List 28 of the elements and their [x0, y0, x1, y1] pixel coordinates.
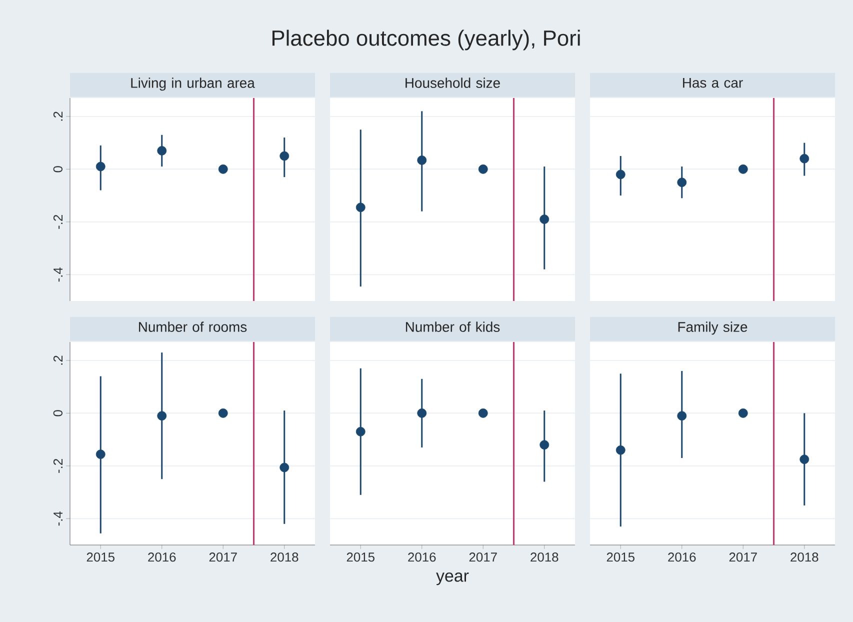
- x-tick-label: 2018: [790, 552, 818, 562]
- y-tick-label: .2: [53, 112, 62, 121]
- y-tick-label: 0: [53, 166, 62, 172]
- chart-title: Family size: [678, 322, 748, 335]
- x-tick-label: 2017: [469, 552, 497, 562]
- x-tick-label: 2016: [668, 552, 696, 562]
- x-tick-label: 2017: [729, 552, 757, 562]
- x-tick-label: 2016: [408, 552, 436, 562]
- chart-title: Number of kids: [406, 322, 500, 332]
- chart-title: Number of rooms: [138, 322, 247, 332]
- y-tick-label: -.4: [54, 511, 62, 526]
- y-tick-label: -.2: [53, 459, 62, 473]
- x-axis-title: year: [436, 572, 469, 586]
- y-tick-label: -.4: [54, 267, 62, 282]
- x-tick-label: 2016: [148, 552, 176, 562]
- y-tick-label: .2: [53, 356, 62, 365]
- chart-title: Living in urban area: [131, 78, 255, 91]
- x-tick-label: 2018: [270, 552, 298, 562]
- text: Placebo outcomes (yearly), Pori: [272, 30, 580, 50]
- y-tick-label: -.2: [53, 215, 62, 229]
- chart-title: Has a car: [683, 78, 743, 88]
- y-tick-label: 0: [53, 410, 62, 416]
- x-tick-label: 2015: [86, 552, 114, 562]
- x-tick-label: 2015: [606, 552, 634, 562]
- x-tick-label: 2015: [346, 552, 374, 562]
- x-tick-label: 2018: [530, 552, 558, 562]
- chart-title: Household size: [406, 78, 500, 88]
- x-tick-label: 2017: [209, 552, 237, 562]
